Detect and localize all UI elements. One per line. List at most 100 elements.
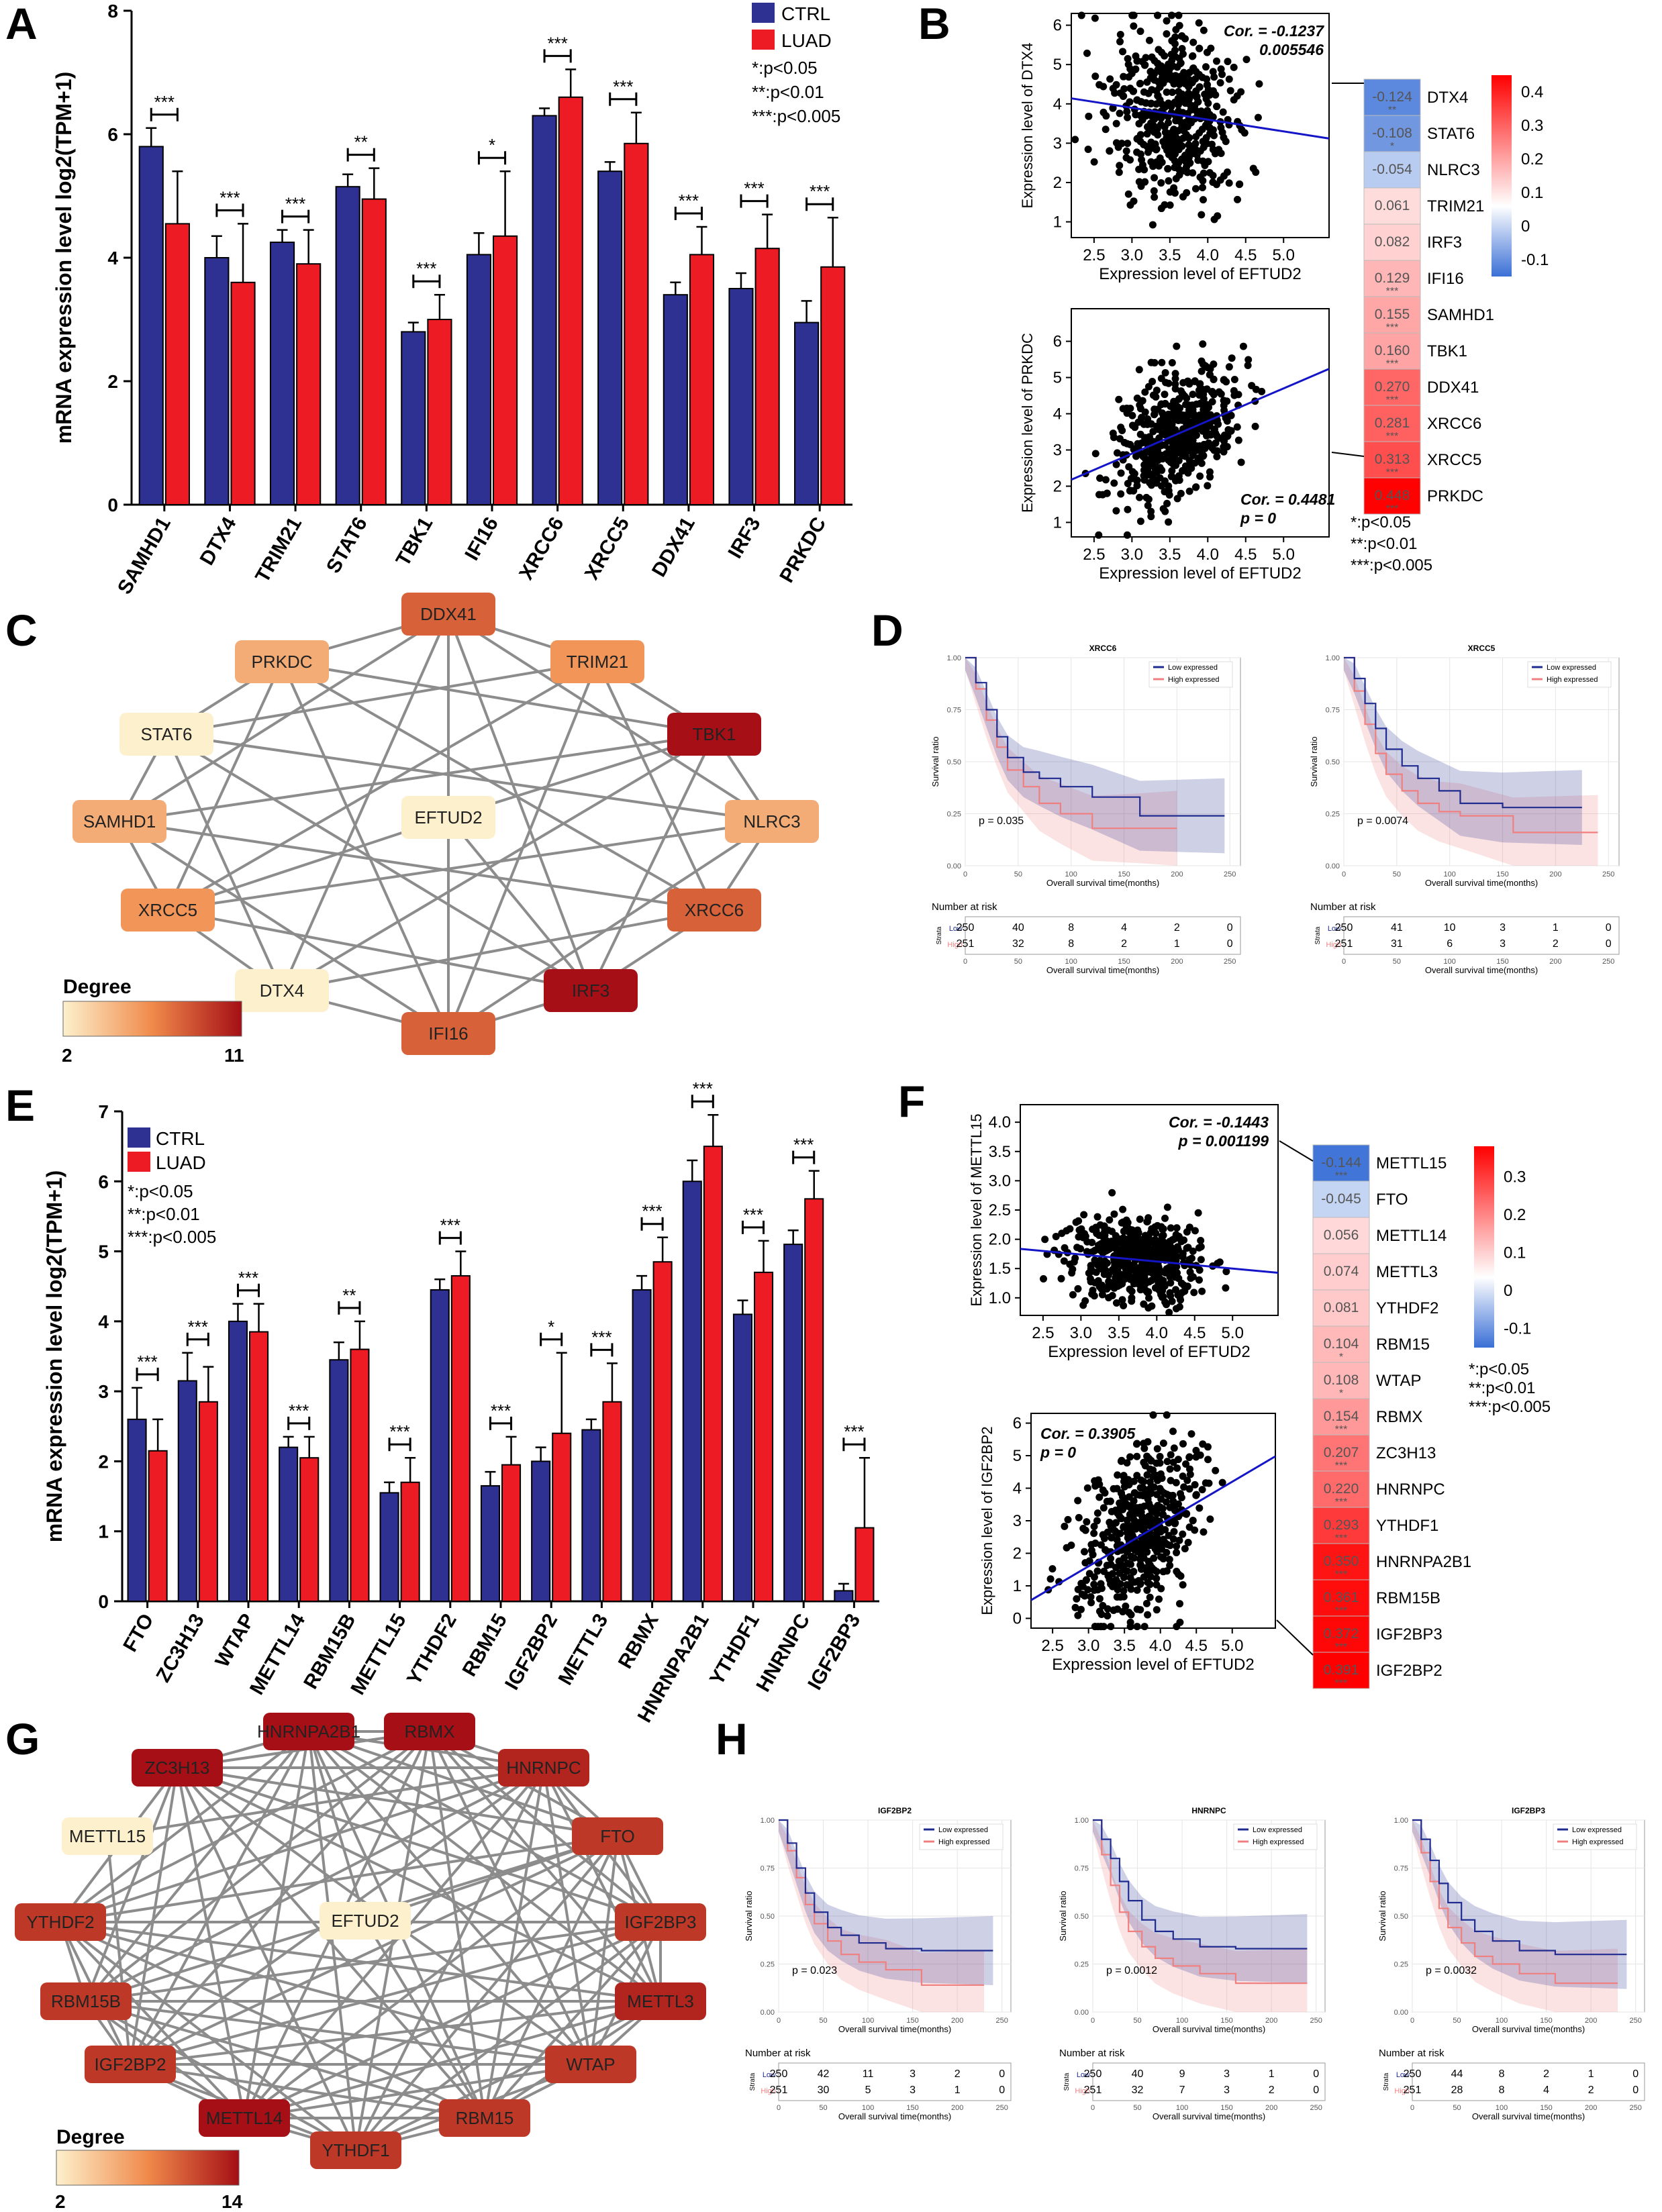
network-edge: [166, 661, 283, 911]
data-point: [1108, 1507, 1116, 1515]
data-point: [1237, 88, 1245, 96]
data-point: [1144, 89, 1153, 97]
network-node: [235, 640, 329, 683]
heatmap-stars: ***: [1386, 358, 1399, 370]
data-point: [1093, 1567, 1102, 1575]
data-point: [1104, 1571, 1112, 1579]
network-edge: [589, 734, 716, 991]
data-point: [1183, 189, 1191, 197]
data-point: [1112, 507, 1120, 515]
data-point: [1133, 1452, 1141, 1460]
network-edge: [447, 820, 773, 1035]
heatmap-cell: [1363, 187, 1421, 225]
plot-title: HNRNPC: [1191, 1806, 1226, 1815]
significance-bracket: [186, 1332, 209, 1346]
data-point: [1171, 1506, 1179, 1514]
data-point: [1106, 1216, 1114, 1224]
legend-luad-label: LUAD: [781, 30, 832, 51]
data-point: [1136, 1606, 1144, 1614]
panel-letter-b: B: [918, 0, 950, 48]
risk-high-count: 251: [1335, 938, 1353, 950]
risk-x-tick: 50: [1393, 958, 1401, 966]
significance-stars: ***: [188, 1317, 208, 1337]
network-node: [263, 1713, 354, 1750]
data-point: [1120, 92, 1128, 100]
network-node-label: FTO: [600, 1826, 635, 1846]
data-point: [1208, 398, 1216, 406]
data-point: [1147, 99, 1155, 107]
heatmap-cell: [1363, 332, 1421, 370]
data-point: [1161, 507, 1169, 515]
network-edge: [60, 1921, 485, 2119]
panel-e-legend: CTRL LUAD *:p<0.05 **:p<0.01 ***:p<0.005: [128, 1127, 216, 1247]
heatmap-stars: *: [1339, 1388, 1343, 1399]
data-point: [1201, 161, 1209, 169]
data-point: [1135, 366, 1143, 374]
risk-high-label: High: [1394, 2087, 1410, 2095]
x-tick-label: 250: [996, 2017, 1008, 2025]
data-point: [1093, 1213, 1102, 1221]
y-tick-label: 3: [1053, 134, 1062, 152]
bar-luad: [804, 1198, 824, 1603]
data-point: [1116, 1512, 1124, 1520]
risk-high-label: High: [947, 941, 963, 949]
risk-high-count: 32: [1132, 2084, 1144, 2096]
p-value-label: p = 0.001199: [1178, 1132, 1269, 1150]
data-point: [1108, 1291, 1116, 1299]
risk-x-tick: 100: [1176, 2104, 1188, 2112]
bar-ctrl: [379, 1492, 399, 1603]
data-point: [1106, 75, 1114, 83]
data-point: [1153, 1445, 1161, 1453]
data-point: [1146, 1465, 1154, 1473]
risk-low-count: 8: [1499, 2068, 1505, 2080]
network-edge: [596, 661, 716, 911]
data-point: [1099, 1486, 1107, 1494]
x-tick-label: 150: [906, 2017, 918, 2025]
risk-x-tick: 150: [1220, 2104, 1232, 2112]
x-tick-label: 4.5: [1234, 246, 1257, 264]
network-edge: [107, 1766, 544, 1838]
data-point: [1186, 1268, 1194, 1276]
data-point: [1083, 49, 1091, 57]
risk-low-count: 1: [1588, 2068, 1594, 2080]
network-edge: [60, 1921, 661, 2003]
bar-luad: [296, 263, 322, 505]
sig-legend-1: *:p<0.05: [752, 58, 818, 78]
data-point: [1212, 57, 1220, 65]
risk-low-count: 250: [1335, 922, 1353, 934]
data-point: [1204, 1456, 1212, 1464]
data-point: [1169, 1491, 1177, 1499]
data-point: [1147, 456, 1155, 464]
degree-gradient-bar: [56, 2150, 240, 2186]
significance-stars: ***: [137, 1352, 157, 1372]
legend-low-label: Low expressed: [1253, 1826, 1302, 1834]
data-point: [1163, 1301, 1171, 1309]
data-point: [1137, 1565, 1145, 1573]
data-point: [1126, 156, 1134, 164]
ci-band-high: [1093, 1820, 1308, 2012]
data-point: [1090, 1247, 1098, 1255]
data-point: [1104, 1605, 1112, 1613]
data-point: [1183, 419, 1191, 428]
data-point: [1113, 1234, 1121, 1242]
data-point: [1147, 1276, 1155, 1285]
data-point: [1119, 1505, 1127, 1513]
data-point: [1216, 79, 1224, 87]
network-edges: [59, 1730, 662, 2152]
x-tick-label: 250: [1224, 870, 1236, 878]
network-edge: [59, 1730, 310, 1923]
heatmap-gene-label: RBMX: [1376, 1408, 1422, 1426]
data-point: [1122, 1602, 1130, 1610]
network-node: [384, 1713, 475, 1750]
risk-low-count: 0: [1632, 2068, 1639, 2080]
data-point: [1150, 1566, 1158, 1574]
network-edge: [130, 2000, 661, 2066]
y-axis-label: Expression level of DTX4: [1019, 43, 1036, 209]
data-point: [1057, 1274, 1065, 1283]
sig-legend-2: **:p<0.01: [1351, 535, 1417, 553]
data-point: [1140, 1548, 1148, 1556]
y-tick-label: 0.50: [947, 758, 961, 766]
data-point: [1185, 406, 1193, 414]
risk-high-count: 30: [818, 2084, 830, 2096]
